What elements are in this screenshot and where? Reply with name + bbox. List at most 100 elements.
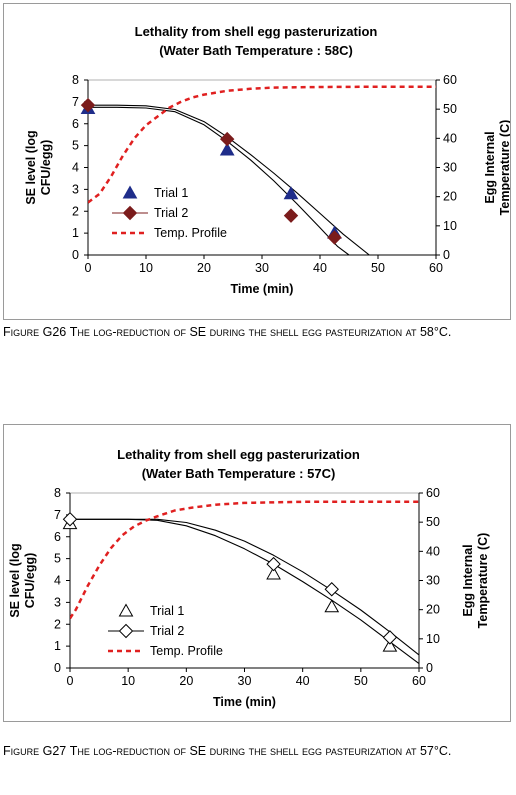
y2-tick-label: 10 xyxy=(426,632,440,646)
series-line-trial-2-model xyxy=(88,106,350,255)
legend-label: Trial 2 xyxy=(150,624,184,638)
y-tick-label: 7 xyxy=(72,95,79,109)
data-point-trial-2 xyxy=(219,131,235,147)
y2-tick-label: 50 xyxy=(443,102,457,116)
y2-tick-label: 40 xyxy=(443,131,457,145)
legend-label: Trial 1 xyxy=(150,604,184,618)
series-line-trial-2-model xyxy=(70,518,419,656)
plot-area xyxy=(87,79,437,256)
x-tick-label: 10 xyxy=(121,674,135,688)
y-tick-label: 3 xyxy=(54,595,61,609)
chart-subtitle: (Water Bath Temperature : 58C) xyxy=(159,43,353,58)
x-tick-label: 60 xyxy=(412,674,426,688)
data-point-trial-1 xyxy=(266,566,281,580)
x-tick-label: 20 xyxy=(197,261,211,275)
y-tick-label: 2 xyxy=(72,204,79,218)
caption-text-2: The log-reduction of SE during the shell… xyxy=(69,744,452,758)
data-point-trial-1 xyxy=(219,142,235,156)
series-line-trial-1-model xyxy=(88,104,370,255)
y2-axis-label-line-1: Egg Internal xyxy=(483,131,497,203)
chart-subtitle: (Water Bath Temperature : 57C) xyxy=(142,466,336,481)
y2-tick-label: 20 xyxy=(443,190,457,204)
y2-tick-label: 10 xyxy=(443,219,457,233)
y-axis-label-line-1: SE level (log xyxy=(24,130,38,204)
legend-marker-trial-2 xyxy=(118,623,134,639)
y2-tick-label: 40 xyxy=(426,544,440,558)
y-axis-label: SE level (log CFU/egg) xyxy=(24,130,53,204)
data-point-trial-2 xyxy=(266,556,281,572)
data-point-trial-2 xyxy=(80,97,96,113)
y2-axis-label: Egg Internal Temperature (C) xyxy=(461,533,490,629)
caption-text-1: The log-reduction of SE during the shell… xyxy=(69,325,452,339)
x-tick-label: 40 xyxy=(313,261,327,275)
figure-caption-1: Figure G26 The log-reduction of SE durin… xyxy=(3,324,503,341)
data-point-trial-2 xyxy=(327,230,342,245)
x-tick-label: 50 xyxy=(371,261,385,275)
y-axis-label-line-2: CFU/egg) xyxy=(23,553,37,609)
y2-axis-label: Egg Internal Temperature (C) xyxy=(483,120,510,216)
x-tick-label: 30 xyxy=(255,261,269,275)
x-axis-label: Time (min) xyxy=(231,282,294,296)
data-point-trial-1 xyxy=(283,186,299,200)
y2-tick-label: 0 xyxy=(443,248,450,262)
legend-label: Trial 2 xyxy=(154,206,188,220)
x-tick-label: 0 xyxy=(85,261,92,275)
series-line-temp-profile xyxy=(88,85,436,204)
x-tick-label: 60 xyxy=(429,261,443,275)
y-tick-label: 0 xyxy=(54,661,61,675)
x-tick-label: 40 xyxy=(296,674,310,688)
y-axis-label-line-2: CFU/egg) xyxy=(39,140,53,196)
caption-fig-label-1: Figure G26 xyxy=(3,325,67,339)
y2-tick-label: 20 xyxy=(426,603,440,617)
legend-marker-trial-1 xyxy=(118,603,134,617)
data-point-trial-2 xyxy=(382,630,398,645)
y-tick-label: 7 xyxy=(54,508,61,522)
y2-tick-label: 0 xyxy=(426,661,433,675)
x-tick-label: 10 xyxy=(139,261,153,275)
legend-label: Trial 1 xyxy=(154,186,188,200)
y-tick-label: 2 xyxy=(54,617,61,631)
y-tick-label: 1 xyxy=(72,226,79,240)
figure-panel-2: Lethality from shell egg pasterurization… xyxy=(3,424,511,722)
data-point-trial-1 xyxy=(324,599,340,613)
y-tick-label: 4 xyxy=(54,574,61,588)
y-tick-label: 6 xyxy=(72,117,79,131)
x-tick-label: 50 xyxy=(354,674,368,688)
y-tick-label: 4 xyxy=(72,161,79,175)
y-axis-label-line-1: SE level (log xyxy=(8,543,22,617)
legend-label: Temp. Profile xyxy=(150,644,223,658)
y2-tick-label: 50 xyxy=(426,515,440,529)
figure-caption-2: Figure G27 The log-reduction of SE durin… xyxy=(3,743,503,760)
y-tick-label: 0 xyxy=(72,248,79,262)
x-axis-label: Time (min) xyxy=(213,695,276,709)
legend-marker-trial-2 xyxy=(122,205,138,221)
y-tick-label: 6 xyxy=(54,530,61,544)
legend-label: Temp. Profile xyxy=(154,226,227,240)
y2-tick-label: 60 xyxy=(426,486,440,500)
y-tick-label: 1 xyxy=(54,639,61,653)
data-point-trial-2 xyxy=(62,512,78,527)
caption-fig-label-2: Figure G27 xyxy=(3,744,67,758)
y2-axis-label-line-1: Egg Internal xyxy=(461,544,475,616)
data-point-trial-2 xyxy=(283,208,299,223)
y2-axis-label-line-2: Temperature (C) xyxy=(498,120,510,216)
chart-1: Lethality from shell egg pasterurization… xyxy=(24,24,510,296)
legend-marker-trial-1 xyxy=(122,185,138,199)
x-tick-label: 30 xyxy=(238,674,252,688)
x-tick-label: 20 xyxy=(179,674,193,688)
y-tick-label: 8 xyxy=(54,486,61,500)
chart-2: Lethality from shell egg pasterurization… xyxy=(8,447,490,709)
figure-panel-1: Lethality from shell egg pasterurization… xyxy=(3,3,511,320)
y2-tick-label: 30 xyxy=(443,161,457,175)
y-axis-label: SE level (log CFU/egg) xyxy=(8,543,37,617)
y-tick-label: 3 xyxy=(72,182,79,196)
y2-tick-label: 30 xyxy=(426,574,440,588)
data-point-trial-2 xyxy=(324,582,339,597)
y2-tick-label: 60 xyxy=(443,73,457,87)
y-tick-label: 8 xyxy=(72,73,79,87)
y-tick-label: 5 xyxy=(72,139,79,153)
chart-title: Lethality from shell egg pasterurization xyxy=(135,24,378,39)
chart-title: Lethality from shell egg pasterurization xyxy=(117,447,360,462)
x-tick-label: 0 xyxy=(67,674,74,688)
data-point-trial-1 xyxy=(382,638,398,652)
